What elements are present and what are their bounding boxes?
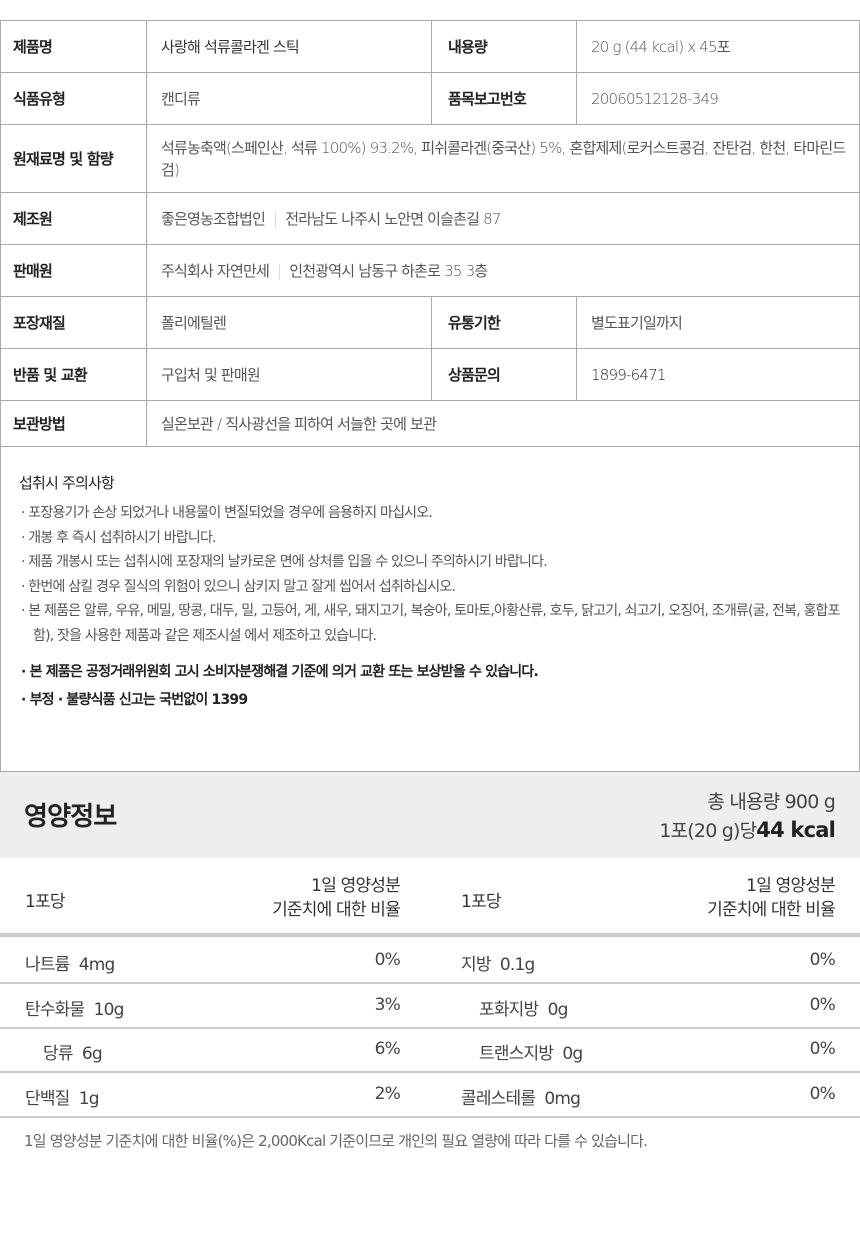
col-dv-line: 기준치에 대한 비율	[707, 900, 836, 920]
product-name: 사랑해 석류콜라겐 스틱	[146, 20, 432, 73]
nutrition-row: 나트륨 4mg 0% 지방 0.1g 0%	[0, 939, 860, 984]
nutrition-total: 총 내용량 900 g 1포(20 g)당44 kcal	[659, 788, 835, 845]
label: 품목보고번호	[431, 72, 577, 125]
info-row: 식품유형 캔디류 품목보고번호 20060512128-349	[0, 72, 860, 125]
product-info-table: 제품명 사랑해 석류콜라겐 스틱 내용량 20 g (44 kcal) x 45포 식…	[0, 20, 860, 447]
caution-item: · 포장용기가 손상 되었거나 내용물이 변질되었을 경우에 음용하지 마십시오…	[21, 505, 433, 521]
per-serving: 1포(20 g)당	[659, 820, 757, 842]
nutrient-dv: 0%	[374, 950, 401, 970]
nutrient-dv: 0%	[809, 994, 836, 1015]
label: 판매원	[0, 244, 147, 297]
info-row: 원재료명 및 함량 석류농축액(스페인산, 석류 100%) 93.2%, 피쉬콜…	[0, 124, 860, 193]
maker-address: 전라남도 나주시 노안면 이슬촌길 87	[285, 210, 501, 228]
nutrition-title: 영양정보	[24, 802, 117, 832]
storage: 실온보관 / 직사광선을 피하여 서늘한 곳에 보관	[146, 400, 860, 447]
col-dv-line: 기준치에 대한 비율	[272, 900, 401, 920]
total-volume: 총 내용량 900 g	[707, 791, 835, 813]
label: 식품유형	[0, 72, 147, 125]
label: 원재료명 및 함량	[0, 124, 147, 193]
nutrition-header: 영양정보 총 내용량 900 g 1포(20 g)당44 kcal	[0, 772, 860, 858]
nutrient-name: 탄수화물 10g	[25, 999, 124, 1020]
caution-title: 섭취시 주의사항	[19, 474, 115, 492]
info-row: 반품 및 교환 구입처 및 판매원 상품문의 1899-6471	[0, 348, 860, 401]
nutrient-dv: 0%	[809, 950, 836, 970]
caution-section: 섭취시 주의사항 · 포장용기가 손상 되었거나 내용물이 변질되었을 경우에 …	[0, 446, 860, 772]
info-row: 제조원 좋은영농조합법인 | 전라남도 나주시 노안면 이슬촌길 87	[0, 192, 860, 245]
nutrient-dv: 6%	[374, 1039, 401, 1059]
info-row: 판매원 주식회사 자연만세 | 인천광역시 남동구 하촌로 35 3층	[0, 244, 860, 297]
ingredients: 석류농축액(스페인산, 석류 100%) 93.2%, 피쉬콜라겐(중국산) 5…	[146, 124, 860, 193]
nutrient-dv: 0%	[809, 1083, 836, 1104]
nutrient-dv: 0%	[809, 1039, 836, 1059]
label: 보관방법	[0, 400, 147, 447]
info-row: 제품명 사랑해 석류콜라겐 스틱 내용량 20 g (44 kcal) x 45포	[0, 20, 860, 73]
separator: |	[276, 262, 282, 280]
kcal: 44 kcal	[756, 818, 836, 842]
col-dv-line: 1일 영양성분	[746, 876, 836, 896]
expiry: 별도표기일까지	[576, 296, 860, 349]
info-row: 보관방법 실온보관 / 직사광선을 피하여 서늘한 곳에 보관	[0, 400, 860, 447]
caution-item: · 한번에 삼킬 경우 질식의 위험이 있으니 삼키지 말고 잘게 씹어서 섭취…	[21, 578, 456, 595]
nutrient-name: 당류 6g	[43, 1044, 103, 1064]
nutrient-dv: 2%	[374, 1083, 401, 1104]
label: 상품문의	[431, 348, 577, 401]
seller-name: 주식회사 자연만세	[161, 262, 270, 280]
label: 내용량	[431, 20, 577, 73]
label: 반품 및 교환	[0, 348, 147, 401]
label: 제품명	[0, 20, 147, 73]
volume: 20 g (44 kcal) x 45포	[576, 20, 860, 73]
col-per-serving: 1포당	[25, 892, 65, 912]
caution-note: · 부정 · 불량식품 신고는 국번없이 1399	[21, 692, 248, 708]
label: 포장재질	[0, 296, 147, 349]
nutrient-name: 지방 0.1g	[461, 955, 535, 975]
label: 제조원	[0, 192, 147, 245]
info-row: 포장재질 폴리에틸렌 유통기한 별도표기일까지	[0, 296, 860, 349]
nutrient-name: 나트륨 4mg	[25, 955, 115, 975]
nutrition-row: 단백질 1g 2% 콜레스테롤 0mg 0%	[0, 1073, 860, 1118]
nutrient-name: 단백질 1g	[25, 1088, 100, 1109]
nutrition-row: 당류 6g 6% 트랜스지방 0g 0%	[0, 1028, 860, 1073]
col-dv-line: 1일 영양성분	[311, 876, 401, 896]
caution-item: · 본 제품은 알류, 우유, 메밀, 땅콩, 대두, 밀, 고등어, 게, 새…	[21, 603, 841, 644]
nutrient-name: 포화지방 0g	[479, 999, 568, 1020]
packaging: 폴리에틸렌	[146, 296, 432, 349]
nutrient-dv: 3%	[374, 994, 401, 1015]
col-per-serving: 1포당	[461, 892, 501, 912]
food-type: 캔디류	[146, 72, 432, 125]
label: 유통기한	[431, 296, 577, 349]
nutrition-row: 탄수화물 10g 3% 포화지방 0g 0%	[0, 984, 860, 1029]
nutrient-name: 콜레스테롤 0mg	[461, 1088, 581, 1109]
maker-name: 좋은영농조합법인	[161, 210, 266, 228]
nutrition-footnote: 1일 영양성분 기준치에 대한 비율(%)은 2,000Kcal 기준이므로 개…	[24, 1132, 648, 1150]
caution-note: · 본 제품은 공정거래위원회 고시 소비자분쟁해결 기준에 의거 교환 또는 …	[21, 664, 539, 680]
caution-item: · 개봉 후 즉시 섭취하시기 바랍니다.	[21, 529, 216, 546]
caution-item: · 제품 개봉시 또는 섭취시에 포장재의 날카로운 면에 상처를 입을 수 있…	[21, 554, 548, 570]
separator: |	[273, 210, 278, 228]
inquiry-phone: 1899-6471	[576, 348, 860, 401]
report-no: 20060512128-349	[576, 72, 860, 125]
return-info: 구입처 및 판매원	[146, 348, 432, 401]
nutrient-name: 트랜스지방 0g	[479, 1044, 583, 1064]
seller-address: 인천광역시 남동구 하촌로 35 3층	[289, 262, 488, 280]
